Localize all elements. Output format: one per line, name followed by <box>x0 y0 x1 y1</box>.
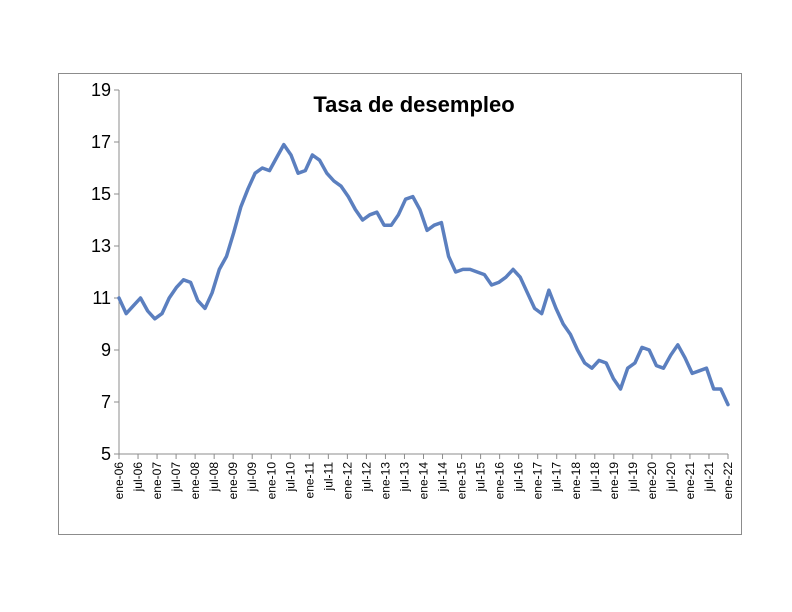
x-tick-label: ene-15 <box>455 462 469 500</box>
x-tick-label: jul-19 <box>626 462 640 493</box>
plot-area <box>117 142 730 407</box>
x-tick-label: jul-12 <box>359 462 373 493</box>
x-tick-label: jul-07 <box>169 462 183 493</box>
x-tick-label: ene-14 <box>417 462 431 500</box>
x-tick-label: ene-10 <box>264 462 278 500</box>
x-tick-label: jul-15 <box>474 462 488 493</box>
x-axis: ene-06 jul-06 ene-07 jul-07 ene-08 jul-08 ene-… <box>112 453 735 500</box>
x-tick-label: jul-08 <box>207 462 221 493</box>
x-tick-label: ene-17 <box>531 462 545 500</box>
x-tick-label: ene-21 <box>683 462 697 500</box>
x-tick-label: jul-06 <box>131 462 145 493</box>
x-tick-label: ene-13 <box>378 462 392 500</box>
x-tick-label: ene-07 <box>150 462 164 500</box>
chart-area <box>58 73 742 535</box>
y-tick-label: 7 <box>101 392 111 412</box>
y-tick-label: 11 <box>92 288 111 308</box>
y-tick-label: 15 <box>91 184 111 204</box>
x-tick-label: jul-18 <box>588 462 602 493</box>
series-line-0 <box>117 142 730 407</box>
x-tick-label: jul-20 <box>664 462 678 493</box>
x-tick-label: jul-16 <box>512 462 526 493</box>
y-tick-label: 19 <box>91 80 111 100</box>
x-tick-label: ene-11 <box>302 462 316 499</box>
y-tick-label: 9 <box>101 340 111 360</box>
x-tick-label: ene-22 <box>721 462 735 500</box>
x-tick-label: jul-17 <box>550 462 564 493</box>
x-tick-label: ene-18 <box>569 462 583 500</box>
x-tick-label: ene-06 <box>112 462 126 500</box>
x-tick-label: ene-08 <box>188 462 202 500</box>
chart-title: Tasa de desempleo <box>313 92 514 117</box>
x-tick-label: jul-11 <box>321 462 335 492</box>
x-tick-label: jul-10 <box>283 462 297 493</box>
y-tick-label: 17 <box>91 132 111 152</box>
x-tick-label: ene-12 <box>340 462 354 500</box>
x-tick-label: jul-14 <box>436 462 450 493</box>
x-tick-label: jul-13 <box>397 462 411 493</box>
x-tick-label: jul-21 <box>702 462 716 493</box>
x-tick-label: ene-09 <box>226 462 240 500</box>
x-tick-label: ene-16 <box>493 462 507 500</box>
y-axis: 5 7 9 11 13 15 17 19 <box>91 80 120 464</box>
x-tick-label: jul-09 <box>245 462 259 493</box>
y-tick-label: 5 <box>101 444 111 464</box>
y-tick-label: 13 <box>91 236 111 256</box>
x-tick-label: ene-20 <box>645 462 659 500</box>
x-tick-label: ene-19 <box>607 462 621 500</box>
